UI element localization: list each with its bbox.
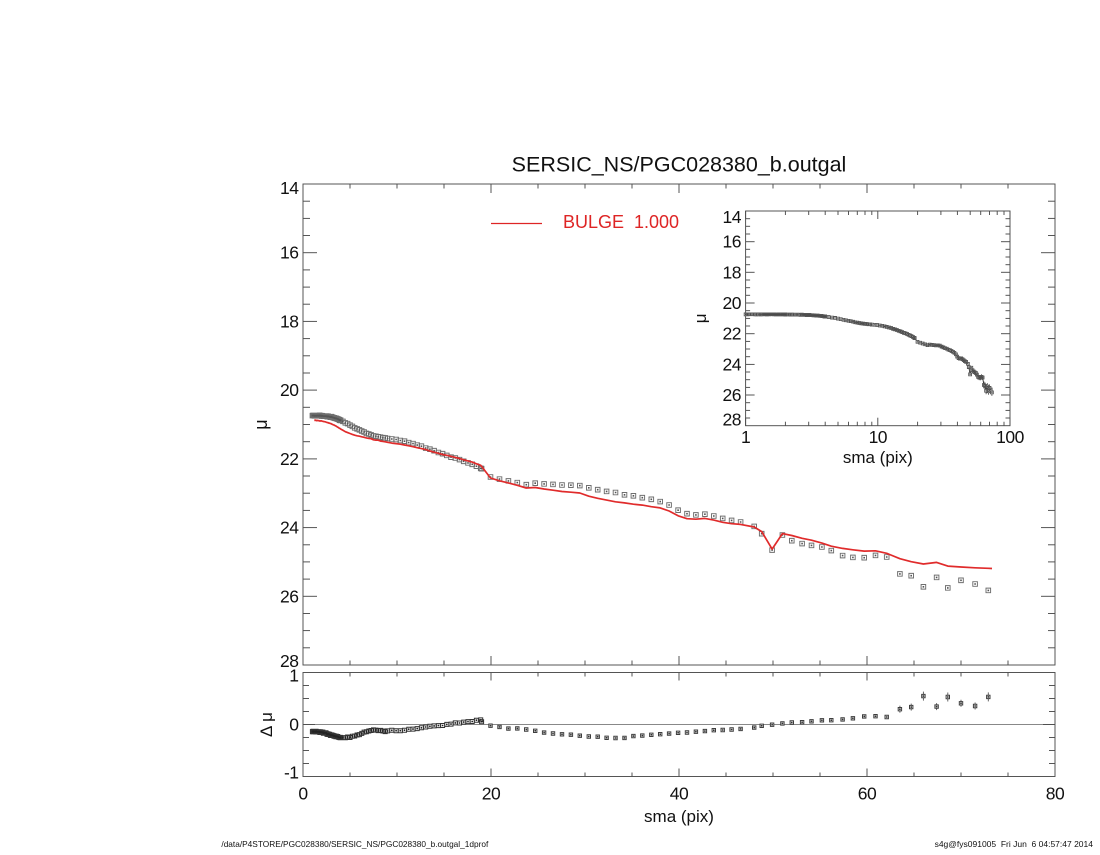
svg-text:BULGE 1.000: BULGE 1.000 (563, 212, 679, 232)
svg-text:SERSIC_NS/PGC028380_b.outgal: SERSIC_NS/PGC028380_b.outgal (512, 153, 847, 177)
svg-text:s4g@fys091005 Fri Jun 6 04:5: s4g@fys091005 Fri Jun 6 04:57:47 2014 (935, 839, 1094, 849)
svg-text:1: 1 (289, 666, 298, 686)
svg-text:80: 80 (1046, 784, 1065, 804)
svg-text:μ: μ (691, 314, 710, 324)
svg-text:60: 60 (858, 784, 877, 804)
svg-text:10: 10 (869, 427, 888, 447)
svg-text:14: 14 (723, 207, 742, 227)
svg-text:24: 24 (723, 354, 742, 374)
svg-text:20: 20 (723, 293, 742, 313)
svg-text:28: 28 (280, 651, 298, 671)
svg-text:1: 1 (741, 427, 750, 447)
svg-text:20: 20 (280, 380, 299, 400)
svg-text:28: 28 (723, 410, 741, 430)
svg-text:22: 22 (723, 324, 741, 344)
svg-text:22: 22 (280, 449, 298, 469)
svg-text:18: 18 (280, 311, 298, 331)
svg-text:20: 20 (482, 784, 501, 804)
svg-text:26: 26 (280, 586, 298, 606)
svg-text:sma (pix): sma (pix) (644, 807, 714, 826)
svg-text:14: 14 (280, 178, 299, 198)
svg-text:0: 0 (289, 715, 299, 735)
svg-text:16: 16 (280, 243, 298, 263)
svg-text:sma (pix): sma (pix) (843, 448, 913, 467)
svg-text:/data/P4STORE/PGC028380/SERSIC: /data/P4STORE/PGC028380/SERSIC_NS/PGC028… (221, 839, 489, 849)
svg-text:μ: μ (251, 419, 271, 429)
svg-text:100: 100 (996, 427, 1024, 447)
svg-text:-1: -1 (284, 763, 299, 783)
svg-text:0: 0 (298, 784, 308, 804)
svg-text:24: 24 (280, 518, 299, 538)
svg-text:40: 40 (670, 784, 689, 804)
svg-text:16: 16 (723, 232, 741, 252)
svg-text:Δ μ: Δ μ (257, 712, 276, 737)
svg-text:18: 18 (723, 262, 741, 282)
svg-text:26: 26 (723, 385, 741, 405)
